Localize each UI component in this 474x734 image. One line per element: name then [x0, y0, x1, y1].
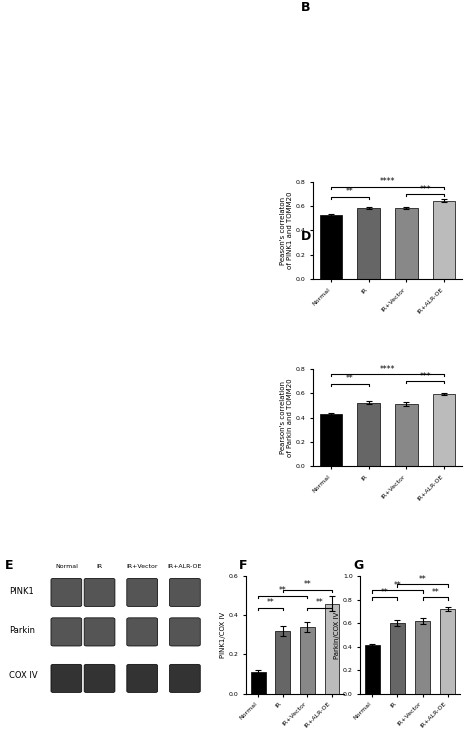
Text: **: ** — [303, 581, 311, 589]
FancyBboxPatch shape — [127, 664, 157, 692]
Bar — [415, 621, 430, 694]
Y-axis label: PINK1/COX IV: PINK1/COX IV — [220, 612, 226, 658]
Text: ***: *** — [419, 372, 431, 381]
Text: IR+Vector: IR+Vector — [127, 564, 158, 570]
Text: **: ** — [279, 586, 287, 595]
Text: Normal: Normal — [55, 564, 78, 570]
Text: **: ** — [431, 588, 439, 597]
Text: G: G — [353, 559, 364, 573]
Text: A: A — [5, 1, 14, 15]
FancyBboxPatch shape — [51, 578, 82, 606]
Text: **: ** — [419, 575, 427, 584]
FancyBboxPatch shape — [51, 664, 82, 692]
Bar — [275, 631, 290, 694]
Y-axis label: Peason's correlaton
of PINK1 and TOMM20: Peason's correlaton of PINK1 and TOMM20 — [280, 192, 292, 269]
Bar — [357, 402, 380, 466]
FancyBboxPatch shape — [84, 664, 115, 692]
FancyBboxPatch shape — [169, 664, 200, 692]
Text: IR: IR — [97, 564, 102, 570]
Y-axis label: Parkin/COX IV: Parkin/COX IV — [334, 611, 340, 658]
Text: PINK1: PINK1 — [9, 586, 34, 595]
Bar — [319, 414, 342, 466]
Text: ***: *** — [419, 185, 431, 194]
Text: IR+ALR-OE: IR+ALR-OE — [168, 564, 202, 570]
Text: F: F — [239, 559, 248, 573]
Text: E: E — [5, 559, 13, 573]
Text: B: B — [301, 1, 310, 15]
Text: **: ** — [267, 598, 274, 607]
Bar — [251, 672, 265, 694]
FancyBboxPatch shape — [51, 618, 82, 646]
FancyBboxPatch shape — [127, 618, 157, 646]
Bar — [440, 609, 455, 694]
Text: **: ** — [346, 374, 354, 383]
Text: **: ** — [316, 598, 323, 607]
Text: **: ** — [381, 588, 389, 597]
Bar — [395, 208, 418, 279]
Y-axis label: Pearson's correlation
of Parkin and TOMM20: Pearson's correlation of Parkin and TOMM… — [280, 378, 292, 457]
Text: Parkin: Parkin — [9, 626, 36, 635]
Text: ****: **** — [380, 365, 395, 374]
Text: C: C — [5, 294, 14, 307]
Text: **: ** — [393, 581, 401, 589]
Bar — [433, 201, 456, 279]
Bar — [300, 627, 315, 694]
Text: D: D — [301, 230, 311, 244]
Bar — [357, 208, 380, 279]
Bar — [325, 603, 339, 694]
FancyBboxPatch shape — [84, 578, 115, 606]
Bar — [395, 404, 418, 466]
Bar — [433, 394, 456, 466]
FancyBboxPatch shape — [127, 578, 157, 606]
FancyBboxPatch shape — [169, 618, 200, 646]
Bar — [365, 645, 380, 694]
FancyBboxPatch shape — [169, 578, 200, 606]
Bar — [319, 215, 342, 279]
Bar — [390, 623, 405, 694]
Text: **: ** — [346, 187, 354, 196]
FancyBboxPatch shape — [84, 618, 115, 646]
Text: COX IV: COX IV — [9, 671, 38, 680]
Text: ****: **** — [380, 178, 395, 186]
